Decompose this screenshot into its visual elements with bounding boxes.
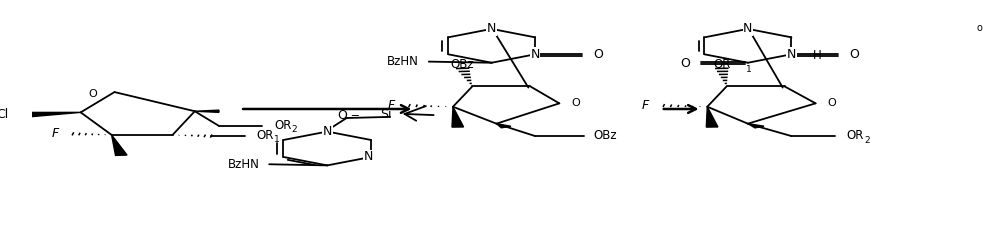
Polygon shape	[112, 135, 127, 155]
Text: F: F	[388, 99, 395, 112]
Text: O: O	[571, 98, 580, 108]
Text: ─: ─	[351, 110, 358, 120]
Text: OR: OR	[847, 129, 864, 142]
Text: OR: OR	[257, 129, 274, 142]
Text: OR: OR	[713, 58, 730, 71]
Polygon shape	[496, 124, 511, 128]
Polygon shape	[706, 107, 718, 127]
Text: N: N	[487, 22, 496, 35]
Polygon shape	[452, 107, 464, 127]
Text: O: O	[680, 57, 690, 70]
Text: O: O	[337, 109, 347, 122]
Text: N: N	[364, 151, 373, 163]
Text: O: O	[593, 48, 603, 62]
Text: OBz: OBz	[451, 58, 474, 71]
Polygon shape	[748, 124, 764, 128]
Text: N: N	[323, 125, 332, 138]
Text: F: F	[642, 99, 649, 112]
Text: N: N	[530, 48, 540, 61]
Polygon shape	[26, 112, 81, 117]
Text: OBz: OBz	[593, 129, 617, 142]
Polygon shape	[195, 110, 219, 112]
Text: N: N	[743, 22, 753, 35]
Text: Cl: Cl	[0, 108, 8, 121]
Text: 2: 2	[291, 126, 297, 134]
Text: H: H	[813, 49, 821, 62]
Text: 2: 2	[864, 136, 870, 145]
Text: O: O	[827, 98, 836, 108]
Text: OR: OR	[274, 119, 291, 132]
Text: O: O	[849, 48, 859, 61]
Text: Si: Si	[380, 108, 392, 121]
Text: 1: 1	[746, 64, 752, 74]
Text: 1: 1	[274, 135, 280, 144]
Text: F: F	[51, 127, 58, 140]
Text: O: O	[88, 89, 97, 99]
Text: BzHN: BzHN	[387, 55, 419, 68]
Text: BzHN: BzHN	[228, 158, 260, 171]
Text: o: o	[977, 23, 983, 33]
Text: N: N	[787, 48, 796, 61]
